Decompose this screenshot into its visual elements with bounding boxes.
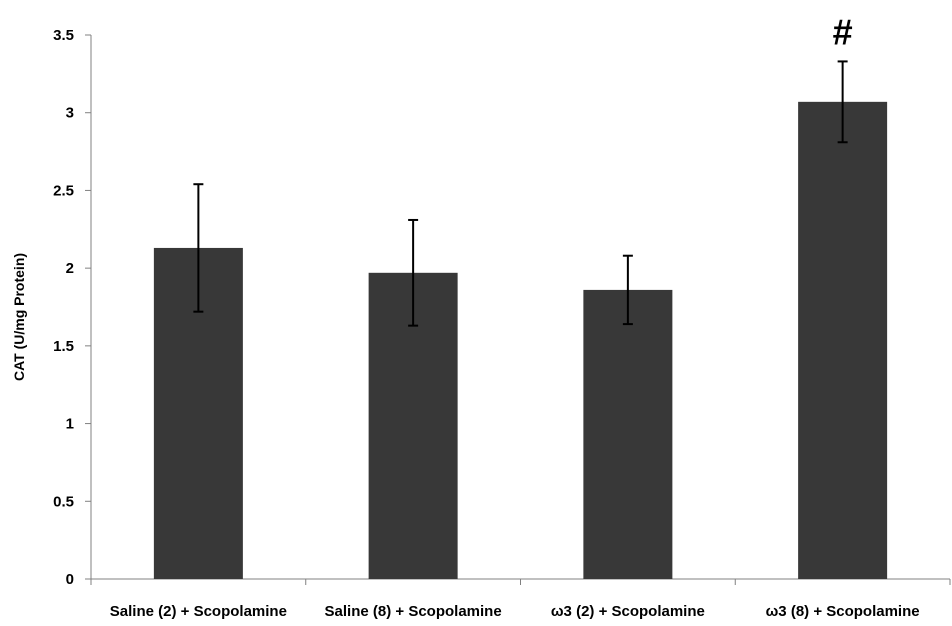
y-tick-label: 3 <box>66 105 74 122</box>
annotations: # <box>833 11 853 52</box>
bar <box>583 289 673 579</box>
error-bars <box>193 60 848 327</box>
significance-marker: # <box>833 11 853 52</box>
category-label: Saline (8) + Scopolamine <box>325 603 502 620</box>
y-tick-label: 2 <box>66 260 74 277</box>
y-axis: 0 0.5 1 1.5 2 2.5 3 3.5 <box>53 27 92 588</box>
y-tick-label: 1 <box>66 416 74 433</box>
category-label: ω3 (8) + Scopolamine <box>766 603 920 620</box>
bars <box>153 101 888 580</box>
category-label: ω3 (2) + Scopolamine <box>551 603 705 620</box>
y-tick-label: 3.5 <box>53 27 74 44</box>
x-axis: Saline (2) + Scopolamine Saline (8) + Sco… <box>90 578 951 620</box>
y-axis-title: CAT (U/mg Protein) <box>11 253 27 381</box>
y-tick-label: 0 <box>66 571 74 588</box>
y-tick-label: 1.5 <box>53 338 74 355</box>
category-label: Saline (2) + Scopolamine <box>110 603 287 620</box>
y-tick-label: 0.5 <box>53 493 74 510</box>
bar <box>798 101 888 579</box>
y-tick-label: 2.5 <box>53 182 74 199</box>
